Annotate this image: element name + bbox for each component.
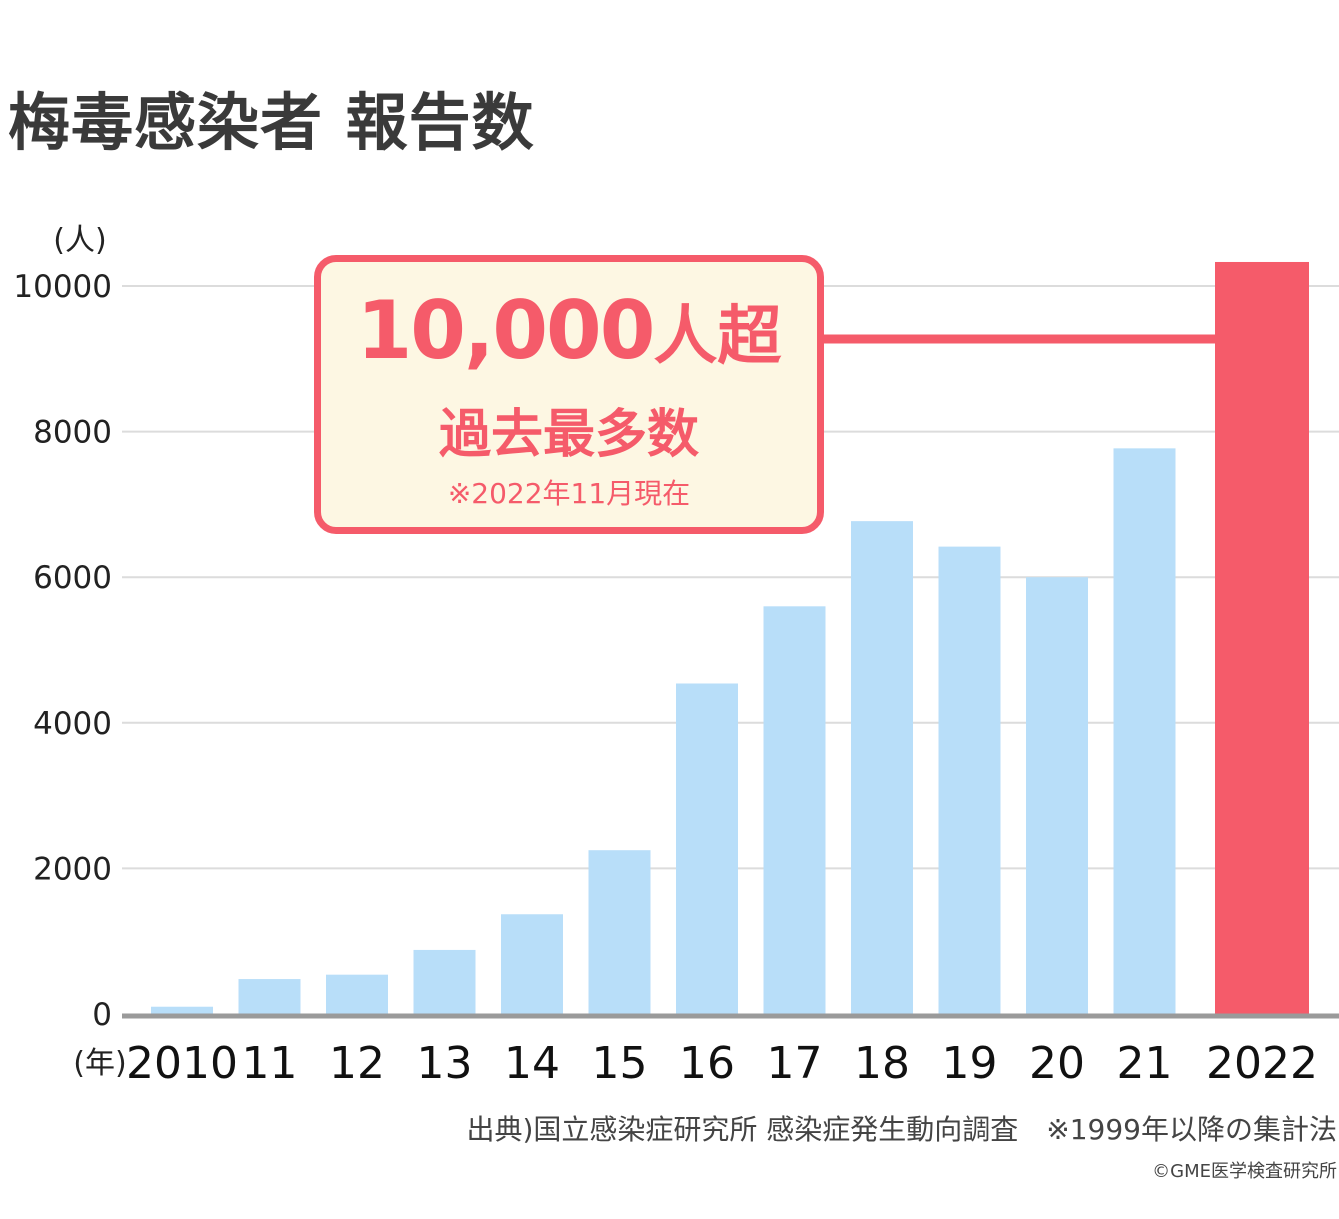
bar [763, 606, 826, 1014]
bar [588, 850, 651, 1014]
chart-title: 梅毒感染者 報告数 [8, 86, 535, 159]
bar [238, 979, 301, 1014]
y-tick-label: 0 [92, 997, 112, 1033]
bar [501, 914, 563, 1014]
y-tick-label: 8000 [33, 415, 112, 451]
bar [676, 683, 738, 1014]
x-unit-label: (年) [73, 1046, 126, 1081]
y-tick-label: 4000 [33, 706, 112, 742]
record-callout: 10,000人超 過去最多数 ※2022年11月現在 [314, 255, 824, 534]
bar [151, 1006, 213, 1014]
x-tick-label: 16 [679, 1038, 735, 1089]
callout-sub: 過去最多数 [438, 405, 699, 465]
bar [1026, 577, 1088, 1014]
source-note: 出典)国立感染症研究所 感染症発生動向調査 ※1999年以降の集計法 [466, 1113, 1337, 1146]
bar [326, 974, 388, 1014]
y-tick-label: 2000 [33, 851, 112, 887]
x-tick-label: 20 [1029, 1038, 1085, 1089]
x-tick-label: 2022 [1206, 1038, 1318, 1089]
y-unit-label: (人) [53, 223, 106, 258]
x-tick-label: 12 [329, 1038, 385, 1089]
bar [1113, 448, 1176, 1014]
bar [1215, 261, 1309, 1014]
callout-main-suffix: 人超 [653, 300, 782, 374]
bar [938, 546, 1001, 1014]
bar [413, 949, 476, 1014]
x-tick-label: 2010 [126, 1038, 238, 1089]
bar [851, 521, 913, 1014]
x-tick-label: 17 [767, 1038, 823, 1089]
y-tick-label: 10000 [13, 269, 112, 305]
y-tick-label: 6000 [33, 560, 112, 596]
x-tick-label: 11 [242, 1038, 298, 1089]
copyright: ©GME医学検査研究所 [1152, 1161, 1337, 1182]
callout-note: ※2022年11月現在 [447, 477, 691, 510]
x-tick-label: 21 [1117, 1038, 1173, 1089]
callout-main: 10,000人超 [321, 284, 817, 377]
x-tick-label: 19 [942, 1038, 998, 1089]
callout-main-number: 10,000 [356, 284, 656, 377]
x-tick-label: 15 [592, 1038, 648, 1089]
x-tick-label: 14 [504, 1038, 560, 1089]
x-tick-label: 13 [417, 1038, 473, 1089]
x-tick-label: 18 [854, 1038, 910, 1089]
